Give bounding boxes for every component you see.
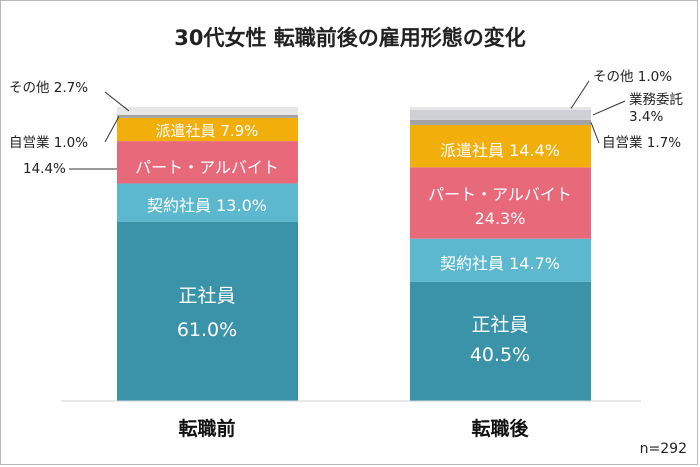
- bar-segment-1-1: [410, 238, 591, 282]
- label-before-seishain-name: 正社員: [178, 285, 235, 307]
- label-before-part-value: 14.4%: [23, 161, 66, 177]
- bar-segment-1-4: [410, 119, 591, 125]
- leader-before-sonota: [104, 91, 130, 112]
- label-before-haken: 派遣社員 7.9%: [156, 122, 259, 140]
- bar-segment-0-6: [117, 107, 298, 115]
- leader-after-sonota: [570, 80, 590, 109]
- label-after-part-value: 24.3%: [475, 209, 526, 228]
- bar-segment-0-2: [117, 141, 298, 184]
- label-before-seishain-value: 61.0%: [177, 319, 237, 341]
- leader-lines: [69, 80, 626, 170]
- chart-title: 30代女性 転職前後の雇用形態の変化: [174, 26, 526, 50]
- sample-size: n=292: [640, 441, 687, 457]
- bar-segment-1-0: [410, 281, 591, 401]
- leader-before-jieigyo: [104, 116, 120, 143]
- label-after-keiyaku: 契約社員 14.7%: [440, 254, 560, 273]
- bars-group: [117, 107, 591, 401]
- leader-after-jieigyo: [590, 122, 600, 144]
- label-after-sonota: その他 1.0%: [593, 69, 672, 85]
- bar-segment-1-6: [410, 107, 591, 110]
- label-after-haken: 派遣社員 14.4%: [440, 141, 560, 160]
- label-before-keiyaku: 契約社員 13.0%: [147, 196, 267, 215]
- bar-segment-0-1: [117, 183, 298, 222]
- bar-segment-0-0: [117, 221, 298, 401]
- leader-after-gyomu: [592, 100, 626, 116]
- label-after-gyomu-value: 3.4%: [629, 109, 663, 125]
- bar-segment-1-3: [410, 124, 591, 168]
- label-after-seishain-value: 40.5%: [470, 344, 530, 366]
- bar-segment-1-2: [410, 167, 591, 239]
- label-before-jieigyo: 自営業 1.0%: [9, 135, 88, 151]
- label-after-part: パート・アルバイト: [428, 185, 572, 204]
- category-label-before: 転職前: [178, 417, 235, 440]
- label-before-part: パート・アルバイト: [135, 158, 279, 177]
- label-before-sonota: その他 2.7%: [9, 80, 88, 96]
- label-after-gyomu-name: 業務委託: [629, 92, 683, 108]
- category-label-after: 転職後: [471, 417, 529, 440]
- bar-segment-1-5: [410, 109, 591, 120]
- label-after-jieigyo: 自営業 1.7%: [602, 135, 681, 151]
- label-after-seishain-name: 正社員: [471, 314, 528, 336]
- bar-segment-0-3: [117, 117, 298, 142]
- bar-segment-0-4: [117, 114, 298, 118]
